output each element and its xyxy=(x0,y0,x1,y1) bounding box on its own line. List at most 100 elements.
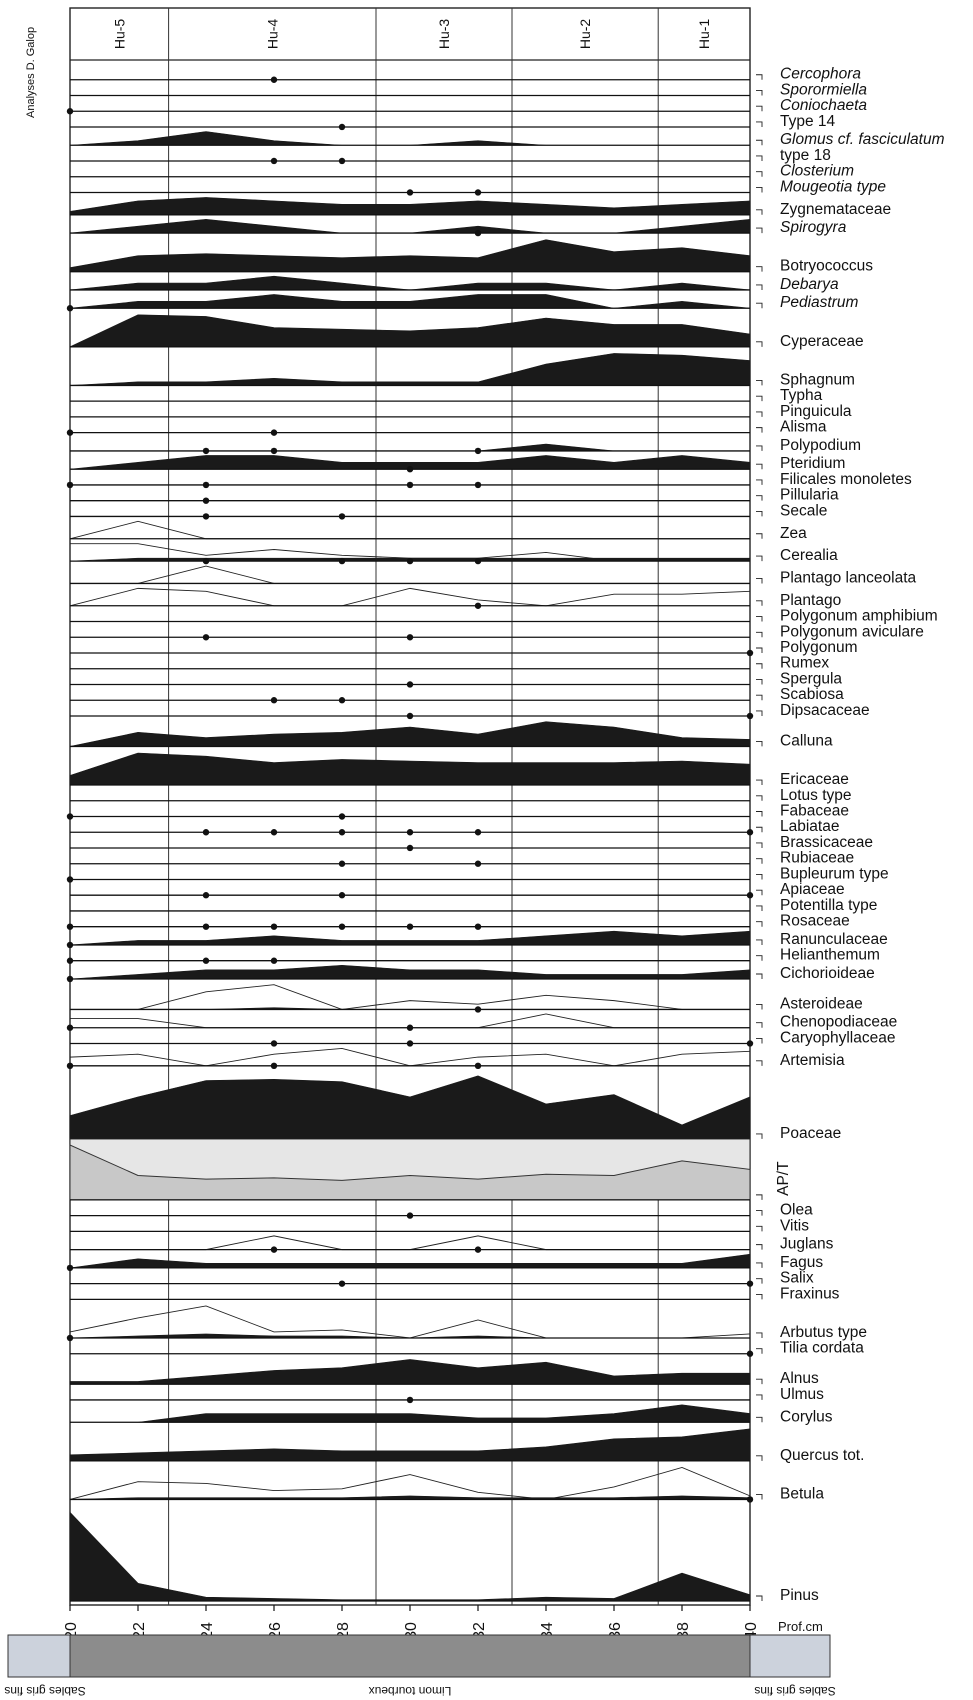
presence-dot xyxy=(202,634,210,641)
scale-tick xyxy=(756,1348,763,1354)
scale-tick xyxy=(756,600,763,606)
presence-dot xyxy=(474,557,482,565)
presence-dot xyxy=(202,892,210,899)
zone-label: Hu-5 xyxy=(111,19,127,50)
presence-dot xyxy=(474,829,482,836)
taxon-label: Cyperaceae xyxy=(780,333,864,350)
scale-tick xyxy=(756,1278,763,1284)
scale-tick xyxy=(756,858,763,864)
scale-tick xyxy=(756,631,763,638)
taxon-curve: Ericaceae xyxy=(69,752,849,788)
presence-dot xyxy=(338,513,346,520)
presence-dot xyxy=(202,481,210,489)
scale-tick xyxy=(756,1210,763,1216)
presence-dot xyxy=(474,229,482,237)
taxon-label: Polygonum xyxy=(780,639,858,656)
taxon-curve: Ulmus xyxy=(70,1386,824,1404)
abundance-area xyxy=(69,1075,751,1140)
presence-dot xyxy=(406,712,414,720)
abundance-area xyxy=(69,1511,751,1602)
taxon-label: Betula xyxy=(780,1485,824,1502)
taxon-label: Coniochaeta xyxy=(780,97,867,114)
lithology-unit xyxy=(69,1634,751,1678)
taxon-curve: Type 14 xyxy=(70,113,836,131)
presence-dot xyxy=(338,829,346,836)
taxon-curve: Scabiosa xyxy=(70,686,844,704)
taxon-curve: Tilia cordata xyxy=(70,1340,864,1357)
presence-dot xyxy=(474,1006,482,1013)
presence-dot xyxy=(66,1062,74,1070)
presence-dot xyxy=(406,829,414,836)
presence-dot xyxy=(474,860,482,867)
taxon-curve: Pillularia xyxy=(70,487,839,504)
scale-tick xyxy=(756,227,763,234)
presence-dot xyxy=(474,189,482,196)
abundance-area xyxy=(70,1404,751,1423)
presence-dot xyxy=(406,1212,414,1219)
taxon-curve: Apiaceae xyxy=(70,881,845,899)
taxon-label: Sphagnum xyxy=(780,371,855,388)
scale-tick xyxy=(756,510,763,517)
taxon-curve: Cercophora xyxy=(70,66,861,83)
exaggeration-curve xyxy=(69,520,750,540)
taxon-label: Apiaceae xyxy=(780,881,845,898)
scale-tick xyxy=(756,710,763,716)
abundance-area xyxy=(69,353,751,386)
presence-dot xyxy=(406,1040,414,1047)
presence-dot xyxy=(338,860,346,867)
taxon-curve: Rubiaceae xyxy=(70,850,854,867)
taxon-label: Poaceae xyxy=(780,1125,841,1142)
taxon-label: Artemisia xyxy=(780,1052,845,1069)
scale-tick xyxy=(756,842,763,848)
taxon-curve: Polypodium xyxy=(70,437,861,455)
scale-tick xyxy=(756,577,763,584)
presence-dot xyxy=(338,557,346,565)
taxon-curve: Alnus xyxy=(69,1359,819,1387)
presence-dot xyxy=(270,76,278,83)
taxon-label: Calluna xyxy=(780,732,833,749)
abundance-area xyxy=(69,721,751,747)
presence-dot xyxy=(202,957,210,964)
taxon-curve: Artemisia xyxy=(66,1047,845,1070)
presence-dot xyxy=(406,923,414,930)
scale-tick xyxy=(756,479,763,485)
presence-dot xyxy=(338,697,346,704)
taxon-label: Plantago lanceolata xyxy=(780,569,917,586)
scale-tick xyxy=(756,427,763,433)
taxon-curve: Botryococcus xyxy=(69,239,873,275)
taxon-label: Brassicaceae xyxy=(780,834,873,851)
scale-tick xyxy=(756,826,763,833)
scale-tick xyxy=(756,533,763,539)
scale-tick xyxy=(756,811,763,817)
scale-tick xyxy=(756,1038,763,1044)
exaggeration-curve xyxy=(70,984,750,1010)
taxon-curve: Ranunculaceae xyxy=(66,930,888,949)
scale-tick xyxy=(756,955,763,961)
taxon-label: Pediastrum xyxy=(780,294,858,311)
taxon-curve: Fraxinus xyxy=(70,1285,840,1302)
presence-dot xyxy=(270,957,278,964)
scale-tick xyxy=(756,139,763,146)
lithology-label: Limon tourbeux xyxy=(369,1684,452,1698)
presence-dot xyxy=(406,1024,414,1031)
presence-dot xyxy=(66,1264,74,1272)
taxon-label: Fraxinus xyxy=(780,1285,840,1302)
taxon-label: Cercophora xyxy=(780,66,861,83)
scale-tick xyxy=(756,379,763,386)
taxon-curve: Closterium xyxy=(70,163,854,180)
taxon-curve: Secale xyxy=(70,502,827,520)
taxon-curve: Pteridium xyxy=(69,455,845,473)
presence-dot xyxy=(746,1280,754,1287)
taxon-label: Salix xyxy=(780,1270,814,1287)
presence-dot xyxy=(338,123,346,131)
scale-tick xyxy=(756,1004,763,1010)
scale-tick xyxy=(756,302,763,309)
taxon-label: Quercus tot. xyxy=(780,1447,864,1464)
taxon-label: type 18 xyxy=(780,147,831,164)
presence-dot xyxy=(66,481,74,489)
taxon-label: Filicales monoletes xyxy=(780,471,912,488)
taxon-label: Bupleurum type xyxy=(780,865,889,882)
presence-dot xyxy=(270,157,278,165)
taxon-label: Fagus xyxy=(780,1254,823,1271)
